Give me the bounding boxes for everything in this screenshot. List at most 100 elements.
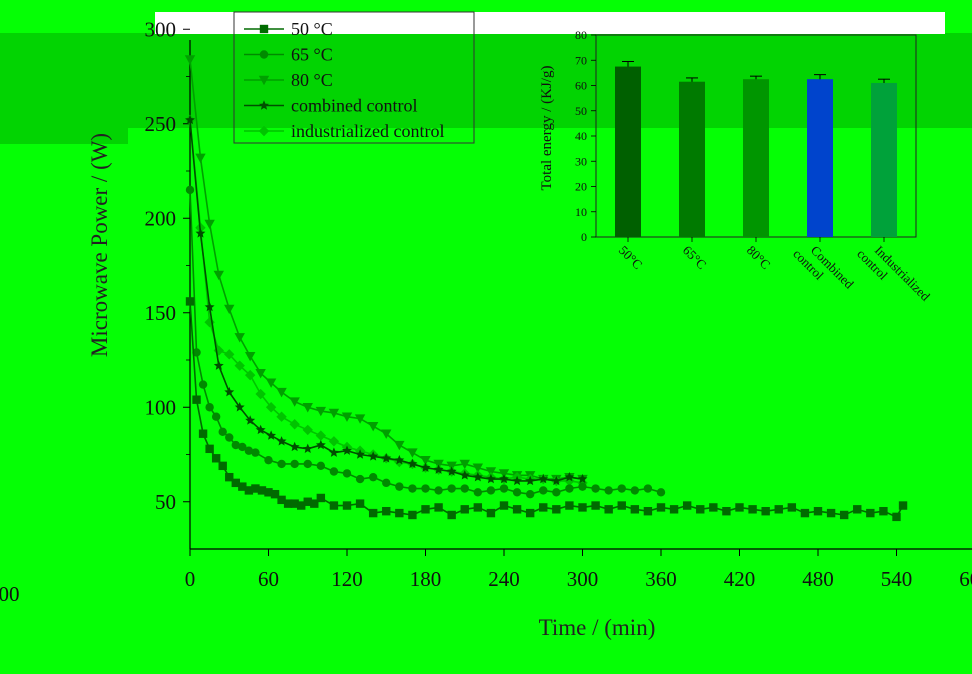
data-point xyxy=(315,406,327,417)
data-point xyxy=(395,508,404,518)
data-point xyxy=(394,440,405,451)
data-point xyxy=(198,380,208,389)
data-point xyxy=(238,482,247,491)
data-point xyxy=(472,471,483,482)
data-point xyxy=(277,495,286,505)
data-point xyxy=(578,482,587,491)
inset-x-tick-label: 50°C xyxy=(616,243,646,273)
legend: 50 °C 65 °C 80 °C combined control industria… xyxy=(244,19,444,141)
data-point xyxy=(224,349,235,360)
data-point xyxy=(578,503,587,512)
legend-label: 50 °C xyxy=(291,19,333,39)
data-point xyxy=(276,387,287,398)
data-point xyxy=(748,505,757,514)
data-point xyxy=(329,501,339,510)
data-point xyxy=(195,228,206,238)
data-point xyxy=(486,508,496,518)
data-point xyxy=(473,503,483,512)
data-point xyxy=(643,484,653,493)
data-point xyxy=(192,348,201,357)
data-point xyxy=(656,503,666,512)
data-point xyxy=(898,501,908,510)
series-line xyxy=(189,119,583,484)
data-point xyxy=(839,510,849,520)
data-point xyxy=(630,505,640,514)
data-point xyxy=(367,421,379,432)
data-point xyxy=(459,470,470,480)
x-tick-label: 480 xyxy=(802,567,834,591)
y-tick-label: 200 xyxy=(145,206,177,230)
top-band-left xyxy=(0,128,128,144)
data-point xyxy=(204,219,215,230)
data-point xyxy=(630,486,640,495)
data-point xyxy=(297,501,306,510)
data-point xyxy=(265,378,277,388)
inset-y-tick-label: 50 xyxy=(575,104,587,118)
legend-label: combined control xyxy=(291,96,417,116)
data-point xyxy=(394,454,405,465)
inset-y-tick-label: 80 xyxy=(575,28,587,42)
data-point xyxy=(355,474,365,484)
inset-y-tick-label: 30 xyxy=(575,154,587,168)
data-point xyxy=(408,484,417,493)
data-point xyxy=(552,505,561,514)
inset-y-tick-label: 40 xyxy=(575,129,587,143)
x-tick-label: 60 xyxy=(258,567,279,591)
series-80-c xyxy=(184,55,588,485)
data-point xyxy=(879,507,888,516)
data-point xyxy=(604,505,613,514)
legend-marker xyxy=(259,24,269,34)
data-point xyxy=(643,507,653,516)
series-line xyxy=(189,189,662,496)
data-point xyxy=(276,411,287,422)
x-tick-label: 600 xyxy=(959,567,972,591)
y-tick-label: 50 xyxy=(155,490,176,514)
data-point xyxy=(460,505,469,514)
data-point xyxy=(302,424,313,436)
data-point xyxy=(565,501,574,510)
data-point xyxy=(302,403,313,413)
data-point xyxy=(316,493,326,503)
data-point xyxy=(277,459,286,469)
x-tick-label: 300 xyxy=(567,567,599,591)
inset-x-tick-label-line: 65°C xyxy=(680,243,710,273)
data-point xyxy=(244,369,256,381)
data-point xyxy=(303,459,312,469)
data-point xyxy=(342,445,352,455)
data-point xyxy=(289,397,300,407)
data-point xyxy=(539,503,548,512)
data-point xyxy=(224,304,235,315)
data-point xyxy=(368,508,378,518)
data-point xyxy=(302,443,313,454)
data-point xyxy=(328,436,340,447)
x-tick-label: 540 xyxy=(881,567,913,591)
x-axis-title: Time / (min) xyxy=(539,615,656,640)
data-point xyxy=(552,488,561,497)
data-point xyxy=(696,505,705,514)
data-point xyxy=(290,459,299,469)
data-point xyxy=(355,449,366,459)
legend-label: industrialized control xyxy=(291,121,444,141)
data-point xyxy=(205,403,214,412)
inset-x-tick-label: Industrializedcontrol xyxy=(854,235,933,314)
data-point xyxy=(257,486,267,495)
data-point xyxy=(447,484,456,493)
data-point xyxy=(892,512,901,522)
data-point xyxy=(539,486,548,495)
data-point xyxy=(486,486,496,495)
data-point xyxy=(472,463,484,473)
series-line xyxy=(189,119,583,482)
data-point xyxy=(234,333,245,343)
data-point xyxy=(185,185,195,195)
data-point xyxy=(224,386,235,397)
data-point xyxy=(433,464,444,474)
legend-marker xyxy=(259,100,269,110)
y-tick-label: 100 xyxy=(145,395,177,419)
data-point xyxy=(244,352,256,362)
data-point xyxy=(565,484,574,493)
data-point xyxy=(722,507,731,516)
inset-y-tick-label: 20 xyxy=(575,180,587,194)
inset-bar xyxy=(615,66,641,237)
data-point xyxy=(368,472,378,482)
data-point xyxy=(434,486,443,495)
